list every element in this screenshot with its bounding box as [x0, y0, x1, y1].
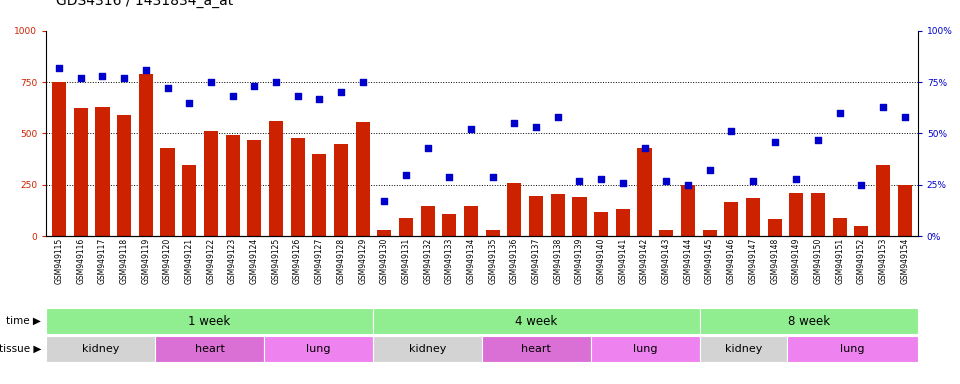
Point	[333, 89, 348, 95]
Bar	[160, 148, 175, 236]
Bar	[898, 185, 912, 236]
Point	[528, 124, 543, 130]
Bar	[529, 196, 543, 236]
Bar	[52, 82, 66, 236]
Point	[593, 175, 609, 182]
Point	[268, 79, 283, 85]
Point	[767, 139, 782, 145]
Point	[832, 110, 848, 116]
Bar	[291, 137, 304, 236]
Point	[73, 75, 88, 81]
Text: time ▶: time ▶	[7, 316, 41, 326]
Point	[376, 198, 392, 204]
Text: 8 week: 8 week	[788, 314, 829, 328]
Point	[159, 85, 175, 91]
Bar	[832, 218, 847, 236]
Point	[681, 182, 696, 188]
Bar	[204, 131, 218, 236]
Point	[464, 126, 479, 132]
Text: 4 week: 4 week	[516, 314, 558, 328]
Bar	[789, 193, 804, 236]
Text: 1 week: 1 week	[188, 314, 230, 328]
Bar	[355, 122, 370, 236]
Point	[355, 79, 371, 85]
Point	[507, 120, 522, 126]
Bar	[464, 206, 478, 236]
Bar	[811, 193, 825, 236]
Bar	[182, 165, 196, 236]
Point	[636, 145, 652, 151]
Point	[442, 174, 457, 180]
Point	[420, 145, 436, 151]
Point	[897, 114, 912, 120]
Point	[789, 175, 804, 182]
Bar	[681, 185, 695, 236]
Bar	[615, 209, 630, 236]
Point	[398, 171, 414, 177]
Bar	[746, 198, 760, 236]
Text: heart: heart	[521, 344, 551, 354]
Bar	[399, 218, 413, 236]
Point	[116, 75, 132, 81]
Point	[724, 128, 739, 134]
Bar	[551, 194, 564, 236]
Point	[95, 73, 110, 79]
Point	[659, 178, 674, 184]
Bar	[226, 136, 240, 236]
Text: GDS4316 / 1431834_a_at: GDS4316 / 1431834_a_at	[56, 0, 233, 8]
Point	[204, 79, 219, 85]
Bar	[876, 165, 890, 236]
Bar	[247, 140, 261, 236]
Bar	[74, 108, 87, 236]
Point	[290, 93, 305, 99]
Text: lung: lung	[633, 344, 658, 354]
Text: heart: heart	[195, 344, 225, 354]
Bar	[508, 183, 521, 236]
Bar	[768, 219, 781, 236]
Point	[485, 174, 500, 180]
Bar	[95, 107, 109, 236]
Point	[876, 104, 891, 110]
Bar	[334, 144, 348, 236]
Point	[247, 83, 262, 89]
Text: kidney: kidney	[82, 344, 119, 354]
Bar	[139, 74, 153, 236]
Text: tissue ▶: tissue ▶	[0, 344, 41, 354]
Point	[312, 96, 327, 102]
Point	[745, 178, 760, 184]
Point	[52, 65, 67, 71]
Point	[225, 93, 240, 99]
Bar	[312, 154, 326, 236]
Bar	[854, 226, 869, 236]
Point	[181, 99, 197, 106]
Point	[138, 67, 154, 73]
Bar	[117, 115, 132, 236]
Bar	[724, 202, 738, 236]
Bar	[572, 197, 587, 236]
Point	[550, 114, 565, 120]
Bar	[703, 230, 717, 236]
Text: kidney: kidney	[409, 344, 446, 354]
Bar	[443, 214, 456, 236]
Bar	[377, 230, 392, 236]
Text: lung: lung	[840, 344, 865, 354]
Point	[572, 178, 588, 184]
Bar	[269, 121, 283, 236]
Point	[702, 167, 717, 174]
Bar	[486, 230, 500, 236]
Bar	[660, 230, 673, 236]
Text: kidney: kidney	[725, 344, 762, 354]
Point	[810, 137, 826, 143]
Bar	[420, 206, 435, 236]
Bar	[637, 148, 652, 236]
Point	[853, 182, 869, 188]
Bar	[594, 212, 609, 236]
Text: lung: lung	[306, 344, 331, 354]
Point	[615, 180, 631, 186]
